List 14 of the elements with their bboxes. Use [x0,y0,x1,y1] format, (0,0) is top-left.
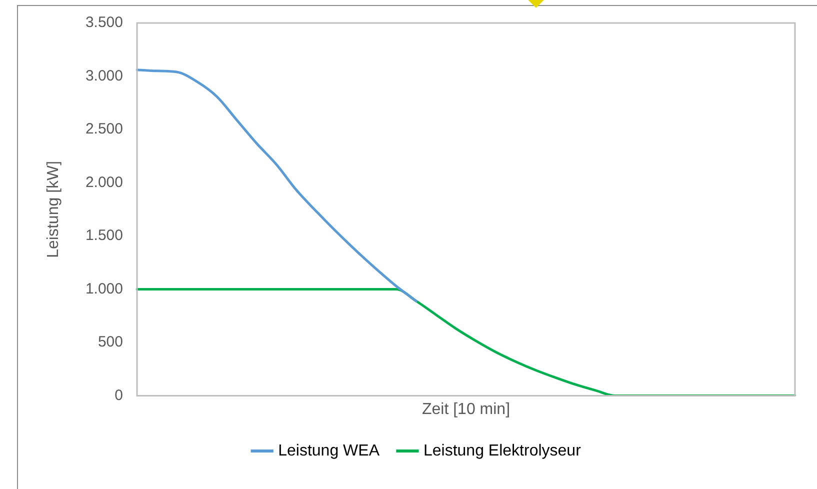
y-tick-label: 0 [114,386,123,404]
line-series [136,288,796,396]
line-series [136,68,418,302]
legend-label: Leistung WEA [278,442,380,460]
legend-label: Leistung Elektrolyseur [423,442,582,460]
y-tick-label: 1.000 [85,280,123,298]
y-tick-label: 2.500 [85,120,123,138]
y-tick-label: 1.500 [85,227,123,244]
y-tick-label: 3.500 [85,14,123,32]
y-tick-label: 2.000 [85,174,123,191]
y-tick-label: 3.000 [85,67,123,84]
x-axis-title: Zeit [10 min] [422,400,510,418]
y-tick-label: 500 [98,334,123,351]
y-axis-title: Leistung [kW] [45,160,62,258]
